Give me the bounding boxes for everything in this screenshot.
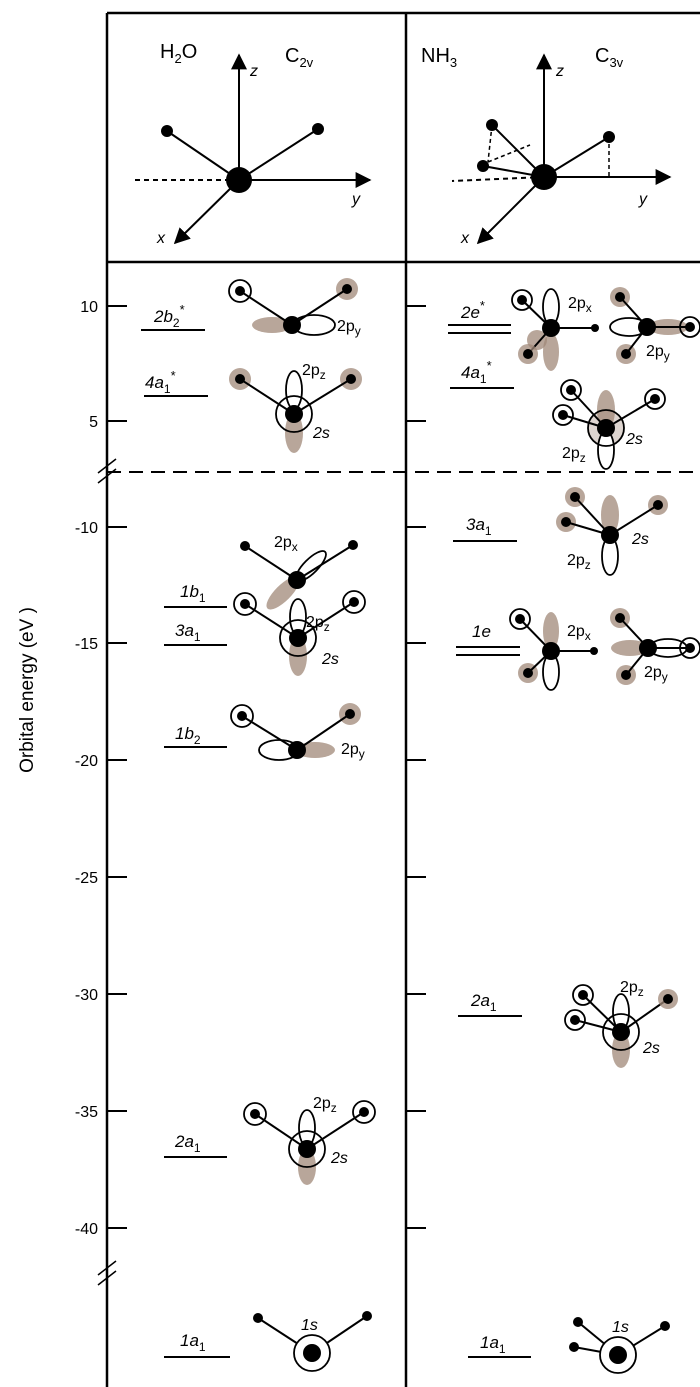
h2o-level-1b2: 1b2 bbox=[175, 724, 201, 747]
nh3-orbital-2a1: 2pz 2s bbox=[564, 979, 678, 1068]
h2o-orbital-2a1: 2pz 2s bbox=[243, 1095, 376, 1185]
nh3-level-4a1: 4a1* bbox=[461, 358, 492, 386]
energy-ticks bbox=[107, 305, 426, 1229]
tick-label-neg35: -35 bbox=[75, 1104, 98, 1121]
nh3-orbital-1e-x: 2px bbox=[509, 608, 598, 691]
svg-text:2pz: 2pz bbox=[302, 362, 326, 382]
h2o-coordinate-axes bbox=[135, 53, 372, 245]
h2o-energy-levels bbox=[141, 329, 230, 1358]
tick-label-5: 5 bbox=[89, 414, 98, 431]
svg-text:NH3: NH3 bbox=[421, 45, 457, 70]
h2o-orbital-3a1: 2pz 2s bbox=[233, 590, 366, 676]
nh3-level-3a1: 3a1 bbox=[466, 515, 492, 538]
svg-text:1s: 1s bbox=[301, 1317, 318, 1334]
svg-text:2s: 2s bbox=[625, 431, 643, 448]
svg-text:z: z bbox=[249, 63, 258, 80]
svg-text:C3v: C3v bbox=[595, 45, 624, 70]
tick-label-neg10: -10 bbox=[75, 520, 98, 537]
nh3-orbital-1a1: 1s bbox=[569, 1317, 670, 1374]
nh3-header: NH3 C3v z y x bbox=[421, 45, 672, 247]
nh3-level-1a1: 1a1 bbox=[480, 1333, 506, 1356]
nh3-orbital-3a1: 2s 2pz bbox=[556, 487, 668, 576]
svg-text:z: z bbox=[555, 63, 564, 80]
nh3-orbital-4a1-star: 2s 2pz bbox=[552, 379, 666, 470]
nh3-level-labels: 2e* 4a1* 3a1 1e 2a1 1a1 bbox=[460, 298, 506, 1356]
nh3-orbital-1e-y: 2py bbox=[610, 608, 700, 685]
nh3-coordinate-axes bbox=[451, 53, 672, 245]
svg-text:y: y bbox=[351, 191, 361, 208]
tick-label-neg20: -20 bbox=[75, 753, 98, 770]
svg-text:2py: 2py bbox=[341, 741, 365, 761]
svg-text:2s: 2s bbox=[312, 425, 330, 442]
h2o-level-labels: 2b2* 4a1* 1b1 3a1 1b2 2a1 1a1 bbox=[145, 302, 206, 1354]
svg-text:2pz: 2pz bbox=[562, 445, 586, 465]
svg-text:C2v: C2v bbox=[285, 45, 314, 70]
h2o-level-2a1: 2a1 bbox=[174, 1132, 201, 1155]
tick-label-neg40: -40 bbox=[75, 1221, 98, 1238]
svg-text:2px: 2px bbox=[567, 623, 591, 643]
nh3-level-2a1: 2a1 bbox=[470, 991, 497, 1014]
h2o-orbital-1b1: 2px bbox=[240, 534, 358, 610]
svg-text:2pz: 2pz bbox=[313, 1095, 337, 1115]
svg-text:2py: 2py bbox=[337, 318, 361, 338]
y-axis-label: Orbital energy (eV ) bbox=[17, 607, 38, 773]
h2o-orbital-2b2-star: 2py bbox=[228, 278, 361, 338]
svg-text:2py: 2py bbox=[644, 664, 668, 684]
frame bbox=[105, 11, 700, 1387]
h2o-level-1b1: 1b1 bbox=[180, 582, 206, 605]
nh3-orbital-2e-star-x: 2px bbox=[511, 288, 599, 371]
nh3-orbital-2e-star-y: 2py bbox=[609, 287, 700, 364]
svg-text:2s: 2s bbox=[321, 651, 339, 668]
h2o-level-2b2: 2b2* bbox=[153, 302, 185, 330]
h2o-orbital-1a1: 1s bbox=[253, 1311, 372, 1372]
svg-text:2s: 2s bbox=[642, 1040, 660, 1057]
tick-label-neg15: -15 bbox=[75, 636, 98, 653]
nh3-energy-levels bbox=[448, 324, 531, 1358]
svg-text:2pz: 2pz bbox=[620, 979, 644, 999]
svg-text:2s: 2s bbox=[631, 531, 649, 548]
h2o-header: H2O C2v z y x bbox=[135, 41, 372, 247]
svg-text:1s: 1s bbox=[612, 1319, 629, 1336]
nh3-level-1e: 1e bbox=[472, 622, 491, 641]
axis-break-marks bbox=[97, 458, 117, 1286]
h2o-level-3a1: 3a1 bbox=[175, 621, 201, 644]
svg-text:2pz: 2pz bbox=[567, 552, 591, 572]
tick-label-10: 10 bbox=[80, 299, 98, 316]
h2o-level-1a1: 1a1 bbox=[180, 1331, 206, 1354]
svg-text:2pz: 2pz bbox=[306, 614, 330, 634]
svg-text:2px: 2px bbox=[568, 295, 592, 315]
tick-label-neg25: -25 bbox=[75, 870, 98, 887]
svg-text:y: y bbox=[638, 191, 648, 208]
h2o-level-4a1: 4a1* bbox=[145, 368, 176, 396]
svg-text:x: x bbox=[156, 230, 166, 247]
h2o-orbital-4a1-star: 2pz 2s bbox=[229, 362, 362, 453]
tick-label-neg30: -30 bbox=[75, 987, 98, 1004]
h2o-orbital-1b2: 2py bbox=[230, 703, 365, 761]
svg-text:2px: 2px bbox=[274, 534, 298, 554]
svg-text:x: x bbox=[460, 230, 470, 247]
svg-text:H2O: H2O bbox=[160, 41, 197, 66]
nh3-level-2e: 2e* bbox=[460, 298, 485, 322]
svg-text:2py: 2py bbox=[646, 343, 670, 363]
svg-text:2s: 2s bbox=[330, 1150, 348, 1167]
